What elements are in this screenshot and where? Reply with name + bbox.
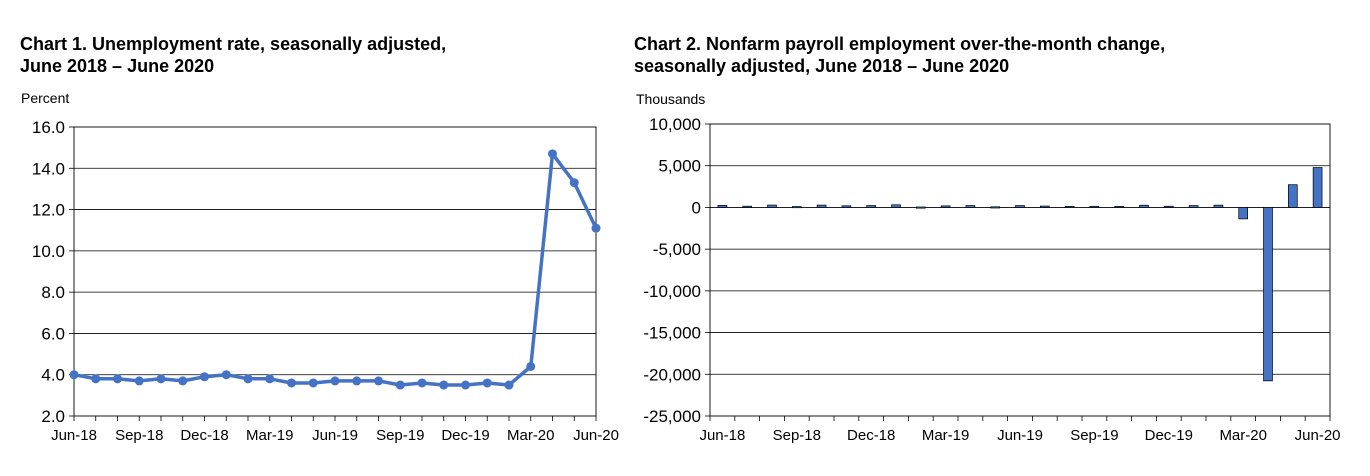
bar bbox=[940, 205, 951, 208]
bar bbox=[1163, 205, 1174, 208]
data-point bbox=[91, 374, 101, 384]
y-tick-label: 10.0 bbox=[32, 242, 65, 261]
data-point bbox=[200, 372, 209, 382]
data-point bbox=[265, 374, 275, 384]
y-tick-label: 14.0 bbox=[32, 159, 65, 178]
y-tick-label: 2.0 bbox=[41, 407, 65, 426]
chart-title-line2: seasonally adjusted, June 2018 – June 20… bbox=[634, 56, 1010, 76]
y-axis-unit-label: Percent bbox=[21, 90, 70, 106]
y-tick-label: 6.0 bbox=[41, 324, 65, 343]
y-tick-label: 8.0 bbox=[41, 283, 65, 302]
bar bbox=[1039, 205, 1050, 208]
data-point bbox=[69, 370, 79, 380]
x-tick-label: Dec-19 bbox=[441, 427, 489, 444]
x-tick-label: Jun-20 bbox=[573, 427, 619, 444]
bar bbox=[1064, 205, 1075, 208]
x-tick-label: Mar-20 bbox=[507, 427, 555, 444]
x-tick-label: Sep-19 bbox=[376, 427, 424, 444]
x-tick-label: Jun-18 bbox=[51, 427, 97, 444]
y-tick-label: 10,000 bbox=[649, 115, 701, 134]
data-point bbox=[395, 380, 405, 390]
bar bbox=[816, 204, 827, 208]
bar bbox=[1312, 167, 1323, 208]
y-tick-label: -20,000 bbox=[643, 365, 701, 384]
bar bbox=[717, 205, 728, 208]
data-point bbox=[243, 374, 253, 384]
data-point bbox=[482, 378, 492, 388]
data-point bbox=[113, 374, 122, 384]
x-tick-label: Jun-18 bbox=[699, 427, 745, 444]
chart-title-line2: June 2018 – June 2020 bbox=[20, 56, 215, 76]
data-point bbox=[352, 376, 362, 386]
x-tick-label: Mar-19 bbox=[922, 427, 970, 444]
bar bbox=[866, 205, 877, 208]
bar bbox=[1114, 206, 1125, 208]
bar bbox=[1287, 184, 1298, 208]
y-tick-label: -15,000 bbox=[643, 324, 701, 343]
bar bbox=[767, 204, 777, 208]
bar bbox=[965, 205, 976, 208]
bar bbox=[1238, 207, 1249, 220]
x-tick-label: Dec-18 bbox=[180, 427, 228, 444]
x-tick-label: Dec-19 bbox=[1145, 427, 1193, 444]
y-tick-label: 12.0 bbox=[32, 201, 65, 220]
data-point bbox=[308, 378, 318, 388]
bar bbox=[891, 204, 901, 208]
data-point bbox=[178, 376, 188, 386]
x-tick-label: Jun-20 bbox=[1295, 427, 1341, 444]
series-line bbox=[73, 152, 598, 387]
y-tick-label: -10,000 bbox=[643, 282, 701, 301]
y-tick-label: 0 bbox=[692, 198, 701, 217]
bar bbox=[1263, 207, 1273, 382]
y-axis-unit-label: Thousands bbox=[636, 91, 706, 107]
bar bbox=[1213, 204, 1224, 208]
bar bbox=[1089, 205, 1100, 208]
x-tick-label: Jun-19 bbox=[997, 427, 1043, 444]
unemployment-chart-panel: Chart 1. Unemployment rate, seasonally a… bbox=[0, 0, 640, 476]
data-point bbox=[439, 380, 449, 390]
x-tick-label: Sep-18 bbox=[115, 427, 163, 444]
data-point bbox=[569, 178, 579, 188]
x-tick-label: Jun-19 bbox=[312, 427, 358, 444]
bar bbox=[1139, 204, 1149, 208]
chart-title: Chart 1. Unemployment rate, seasonally a… bbox=[20, 33, 446, 77]
chart-title-line1: Chart 1. Unemployment rate, seasonally a… bbox=[20, 34, 447, 54]
data-point bbox=[156, 374, 166, 384]
payroll-chart-panel: Chart 2. Nonfarm payroll employment over… bbox=[620, 0, 1370, 476]
data-point bbox=[330, 376, 340, 386]
plot-area-border bbox=[709, 123, 1331, 417]
chart-title-line1: Chart 2. Nonfarm payroll employment over… bbox=[634, 34, 1166, 54]
y-tick-label: 16.0 bbox=[32, 118, 65, 137]
data-point bbox=[461, 380, 470, 390]
x-tick-label: Dec-18 bbox=[847, 427, 895, 444]
bar bbox=[1015, 205, 1025, 208]
data-point bbox=[417, 378, 427, 388]
data-point bbox=[287, 378, 296, 388]
bar bbox=[1188, 205, 1199, 208]
plot-area-border bbox=[73, 126, 597, 417]
payroll-bar-chart: 10,000 5,000 0 -5,000 -10,000 -15,000 -20,000 -… bbox=[643, 115, 1341, 444]
x-tick-label: Sep-19 bbox=[1070, 427, 1118, 444]
y-tick-label: -5,000 bbox=[653, 240, 701, 259]
data-point bbox=[374, 376, 383, 386]
chart-title: Chart 2. Nonfarm payroll employment over… bbox=[634, 33, 1165, 77]
bar bbox=[990, 206, 1001, 209]
data-point bbox=[548, 149, 557, 159]
x-tick-label: Sep-18 bbox=[773, 427, 821, 444]
y-tick-label: 5,000 bbox=[658, 157, 701, 176]
bar bbox=[915, 206, 926, 209]
data-point bbox=[134, 376, 144, 386]
bar bbox=[791, 206, 802, 209]
data-point bbox=[591, 223, 601, 233]
x-tick-label: Mar-20 bbox=[1219, 427, 1267, 444]
data-point bbox=[526, 361, 536, 371]
y-tick-label: -25,000 bbox=[643, 407, 701, 426]
bar bbox=[841, 205, 852, 208]
y-tick-label: 4.0 bbox=[41, 366, 65, 385]
x-tick-label: Mar-19 bbox=[246, 427, 294, 444]
bar bbox=[742, 205, 753, 208]
data-point bbox=[504, 380, 514, 390]
data-point bbox=[221, 370, 231, 380]
